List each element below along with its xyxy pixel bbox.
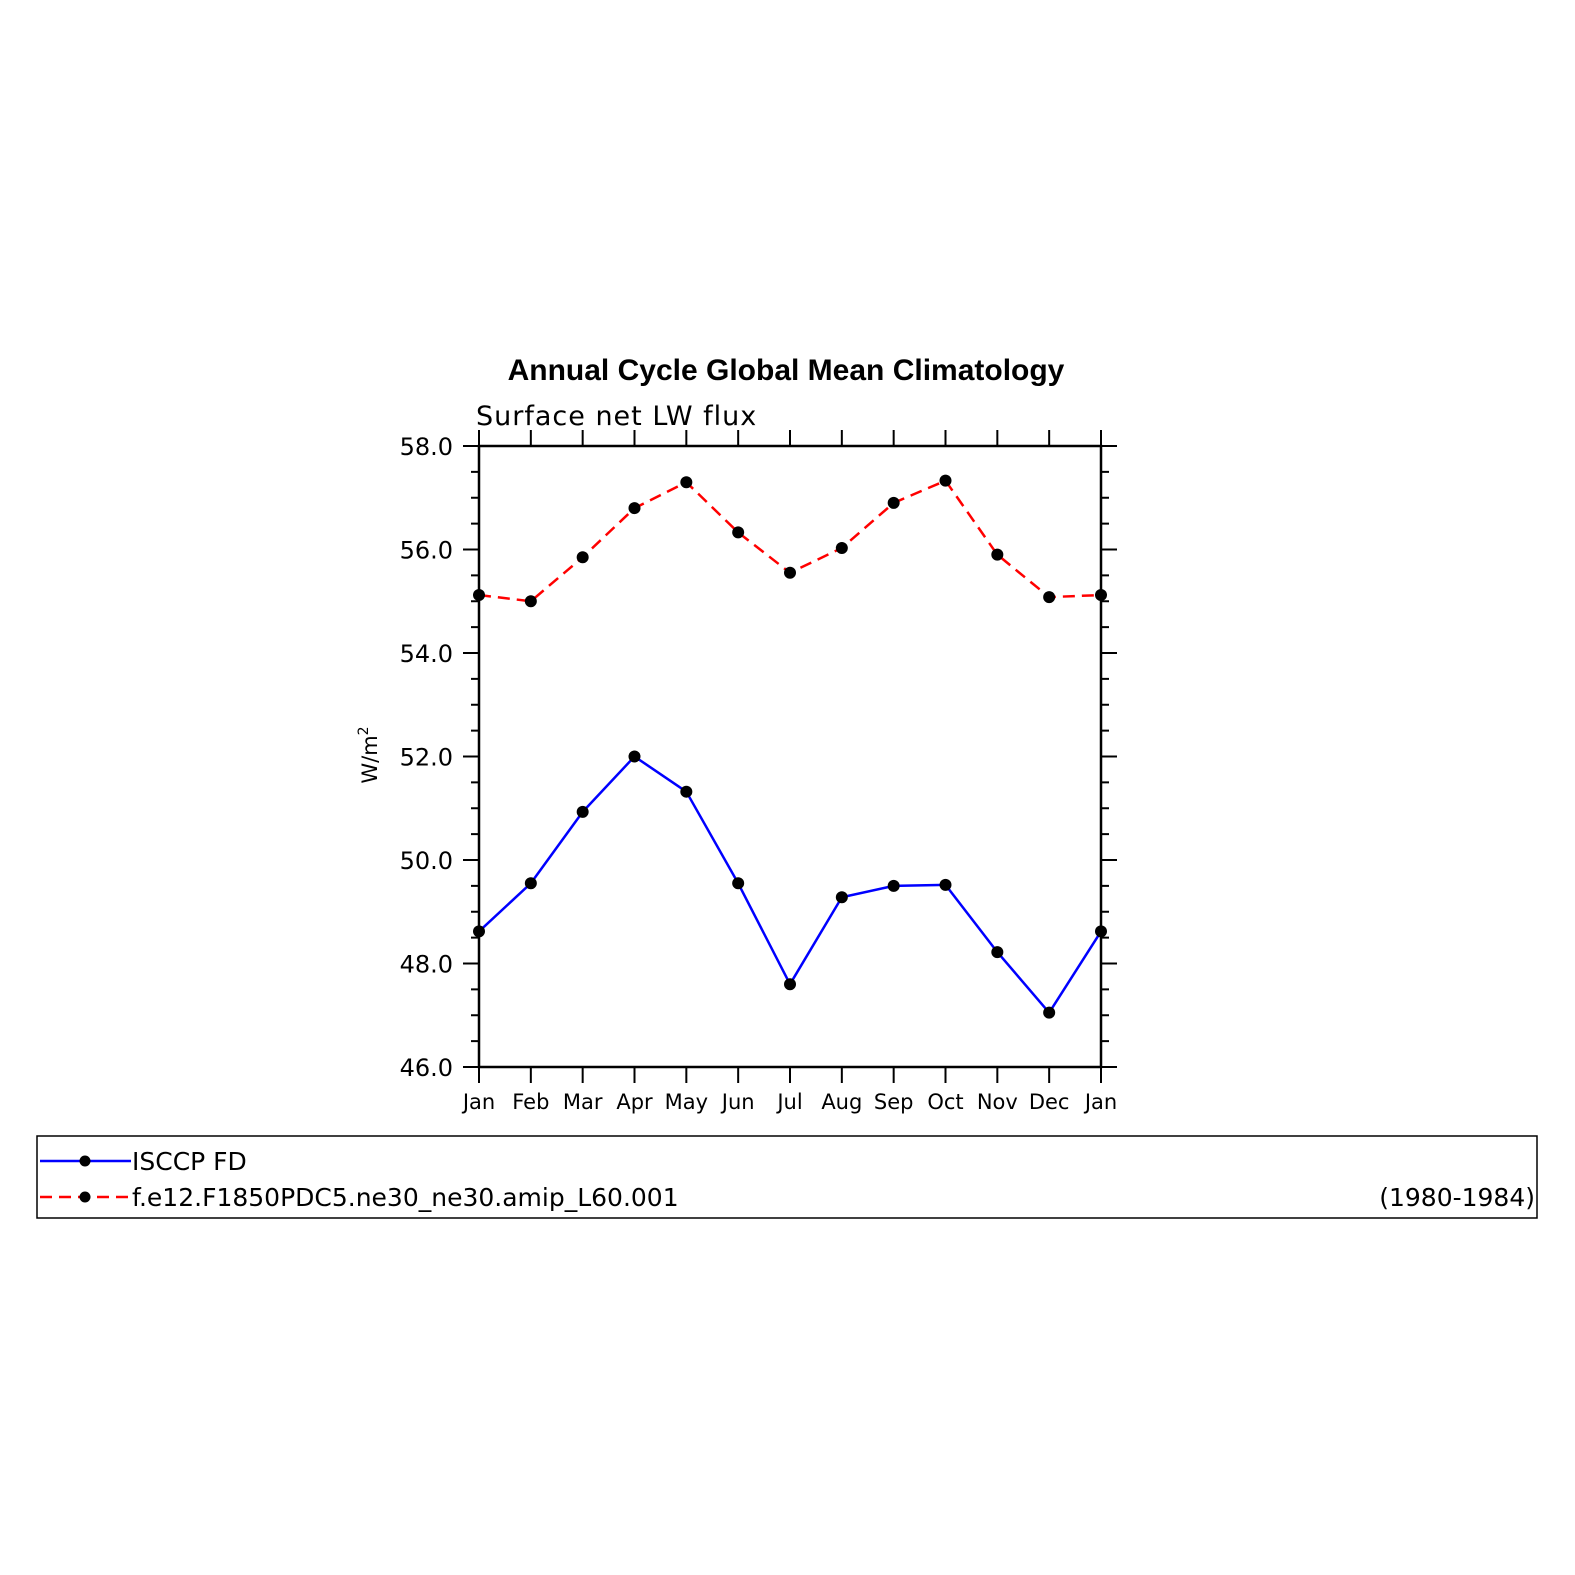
series-1-point <box>473 589 485 602</box>
series-0-point <box>576 805 589 818</box>
x-tick-label: Nov <box>977 1090 1018 1114</box>
x-tick-label: Feb <box>512 1090 549 1114</box>
y-tick-label: 58.0 <box>400 433 453 461</box>
y-axis-label-sup: 2 <box>356 726 372 735</box>
y-tick-label: 52.0 <box>400 744 453 772</box>
series-0-point <box>784 978 796 991</box>
y-axis-label: W/m2 <box>356 726 382 783</box>
series-1-point <box>784 566 796 579</box>
series-0-point <box>1043 1006 1056 1019</box>
y-tick-label: 56.0 <box>400 537 453 565</box>
series-1-point <box>628 502 641 515</box>
plot-axes: 46.0 48.0 50.0 52.0 54.0 56.0 58.0 Jan Feb Mar Apr… <box>400 430 1117 1114</box>
chart-subtitle: Surface net LW flux <box>476 401 757 432</box>
plot-frame <box>477 444 1103 1069</box>
series-0-point <box>524 877 537 890</box>
legend-box <box>36 1135 1538 1219</box>
legend-marker-model <box>79 1191 91 1203</box>
legend-label-model: f.e12.F1850PDC5.ne30_ne30.amip_L60.001 <box>132 1183 679 1212</box>
series-1-point <box>991 548 1004 561</box>
series-1-point <box>576 551 589 564</box>
y-tick-label: 46.0 <box>400 1054 453 1082</box>
series-0-point <box>628 750 641 763</box>
legend-label-isccp: ISCCP FD <box>132 1147 247 1176</box>
y-tick-label: 48.0 <box>400 951 453 979</box>
series-1-point <box>524 595 537 608</box>
x-tick-label: May <box>665 1090 708 1114</box>
x-tick-label: Jul <box>775 1090 802 1114</box>
series-0-point <box>939 878 952 891</box>
series-0-point <box>991 946 1004 959</box>
y-tick-label: 54.0 <box>400 640 453 668</box>
x-tick-label: Apr <box>616 1090 653 1114</box>
series-1-point <box>887 496 900 509</box>
y-axis-label-main: W/m <box>358 735 382 783</box>
legend: ISCCP FD f.e12.F1850PDC5.ne30_ne30.amip_… <box>36 1135 1538 1219</box>
series-0-point <box>680 785 693 798</box>
x-tick-label: Aug <box>821 1090 862 1114</box>
series-layer <box>473 474 1107 1019</box>
series-0-point <box>473 925 485 938</box>
chart-title: Annual Cycle Global Mean Climatology <box>508 354 1065 387</box>
series-0-point <box>1095 925 1107 938</box>
series-line-0 <box>478 755 1103 1014</box>
x-tick-label: Sep <box>874 1090 914 1114</box>
x-tick-label: Dec <box>1029 1090 1070 1114</box>
series-0-point <box>732 877 745 890</box>
series-1-point <box>680 476 693 489</box>
x-tick-label: Oct <box>927 1090 963 1114</box>
series-1-point <box>732 526 745 539</box>
series-0-point <box>887 879 900 892</box>
x-tick-label: Jan <box>461 1090 495 1114</box>
y-tick-label: 50.0 <box>400 847 453 875</box>
series-0-point <box>835 891 848 904</box>
series-1-point <box>939 474 952 487</box>
x-tick-label: Jan <box>1083 1090 1117 1114</box>
series-1-point <box>1043 591 1056 604</box>
series-1-point <box>1095 589 1107 602</box>
x-tick-label: Mar <box>563 1090 603 1114</box>
series-line-1 <box>478 479 1102 603</box>
series-1-point <box>835 541 848 554</box>
x-tick-label: Jun <box>720 1090 755 1114</box>
legend-note: (1980-1984) <box>1379 1183 1535 1212</box>
legend-marker-isccp <box>79 1155 91 1167</box>
